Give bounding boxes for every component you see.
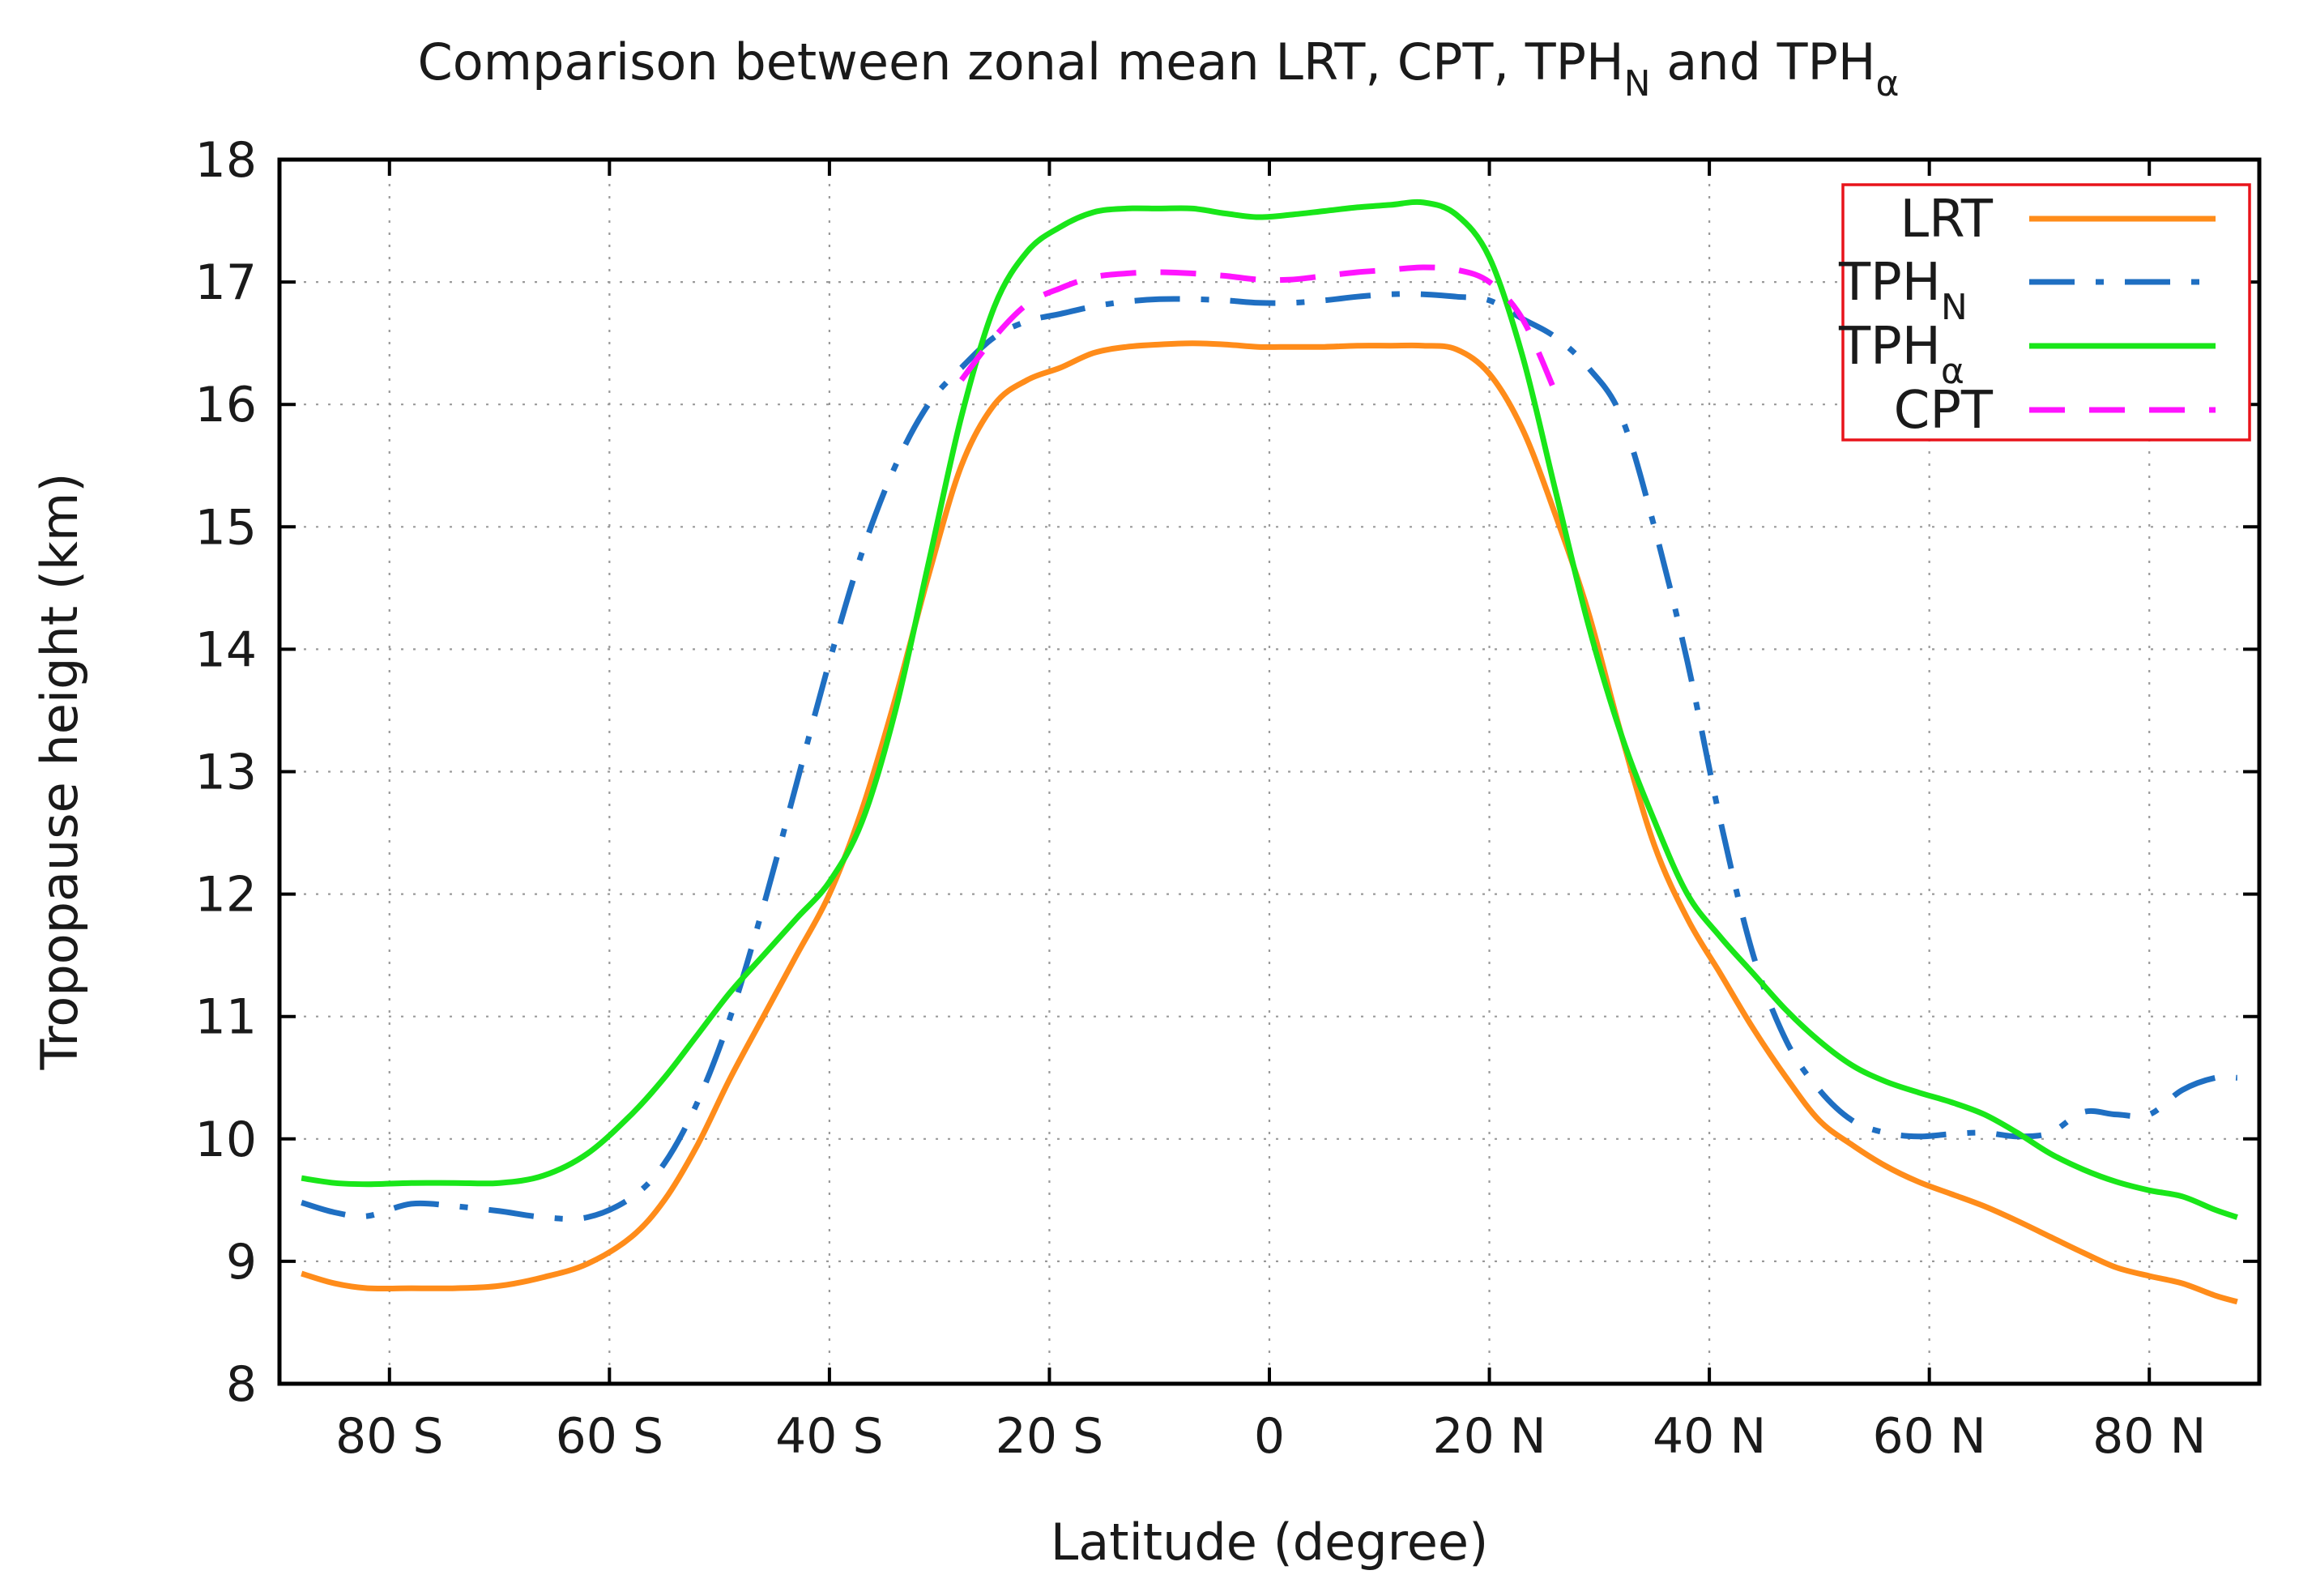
chart-title-sub-alpha: α: [1876, 63, 1900, 105]
series-layer: [301, 198, 2238, 1305]
chart-title-mid: and TPH: [1651, 32, 1876, 92]
x-tick-label: 0: [1254, 1408, 1285, 1465]
x-tick-label: 60 S: [556, 1408, 664, 1465]
x-tick-label: 40 S: [775, 1408, 884, 1465]
y-axis-label: Tropopause height (km): [30, 473, 89, 1071]
chart-title-prefix: Comparison between zonal mean LRT, CPT, …: [417, 32, 1623, 92]
series-line-tph-alpha: [301, 198, 2238, 1220]
x-tick-label: 20 S: [996, 1408, 1104, 1465]
x-tick-label: 40 N: [1653, 1408, 1766, 1465]
chart-title-sub-n: N: [1624, 63, 1651, 105]
series-line-tph-n: [301, 291, 2237, 1223]
legend-label-tph-n: TPHN: [1838, 253, 1968, 328]
legend-label-cpt: CPT: [1894, 381, 1994, 441]
legend-label-text: TPH: [1838, 253, 1941, 313]
y-tick-label: 13: [195, 745, 257, 801]
legend-label-text: LRT: [1900, 190, 1993, 250]
legend-label-tph-alpha: TPHα: [1838, 317, 1964, 392]
legend-label-text: CPT: [1894, 381, 1994, 441]
x-tick-label: 80 N: [2092, 1408, 2206, 1465]
y-tick-label: 10: [195, 1112, 257, 1168]
y-tick-label: 14: [195, 621, 257, 678]
series-line-lrt: [301, 340, 2238, 1305]
series-line-cpt: [959, 264, 1559, 394]
y-tick-label: 16: [195, 377, 257, 433]
legend-label-lrt: LRT: [1900, 190, 1993, 250]
y-tick-label: 15: [195, 499, 257, 556]
y-tick-label: 18: [195, 132, 257, 189]
legend-box: [1841, 183, 2251, 442]
legend-label-subscript: α: [1941, 351, 1964, 392]
legend-label-text: TPH: [1838, 317, 1941, 377]
x-tick-label: 20 N: [1432, 1408, 1546, 1465]
y-tick-label: 9: [226, 1234, 257, 1291]
y-tick-label: 8: [226, 1356, 257, 1413]
y-tick-label: 11: [195, 989, 257, 1046]
axis-ticks: 80 S 60 S 40 S 20 S 0 20 N 40 N 60 N 80 N 8 9 10 11 1…: [195, 132, 2259, 1465]
y-tick-label: 17: [195, 254, 257, 311]
x-tick-label: 80 S: [335, 1408, 444, 1465]
y-tick-label: 12: [195, 867, 257, 924]
legend-label-subscript: N: [1941, 287, 1968, 328]
x-axis-label: Latitude (degree): [1051, 1513, 1489, 1572]
x-tick-label: 60 N: [1873, 1408, 1986, 1465]
chart-title: Comparison between zonal mean LRT, CPT, …: [417, 32, 1899, 105]
